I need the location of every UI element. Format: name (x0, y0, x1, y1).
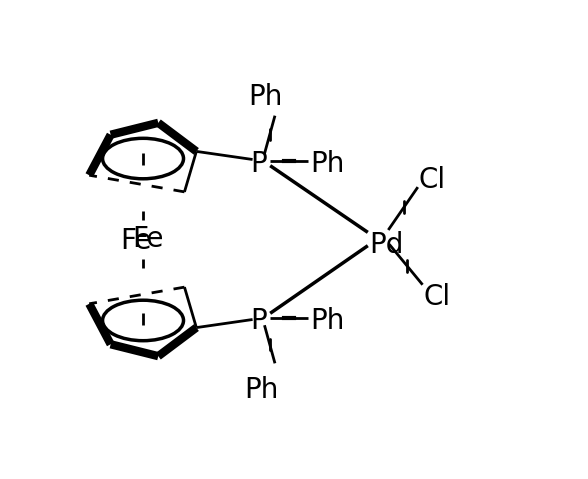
Text: Ph: Ph (248, 83, 283, 111)
Text: Ph: Ph (310, 308, 345, 335)
Text: Fe: Fe (132, 226, 163, 253)
Text: Cl: Cl (423, 283, 450, 311)
Text: P: P (250, 150, 267, 178)
Text: P: P (250, 308, 267, 335)
Text: Fe: Fe (120, 228, 152, 255)
Text: Cl: Cl (419, 166, 446, 194)
Text: Ph: Ph (310, 150, 345, 178)
Text: Pd: Pd (369, 231, 403, 259)
Text: Ph: Ph (245, 376, 279, 403)
